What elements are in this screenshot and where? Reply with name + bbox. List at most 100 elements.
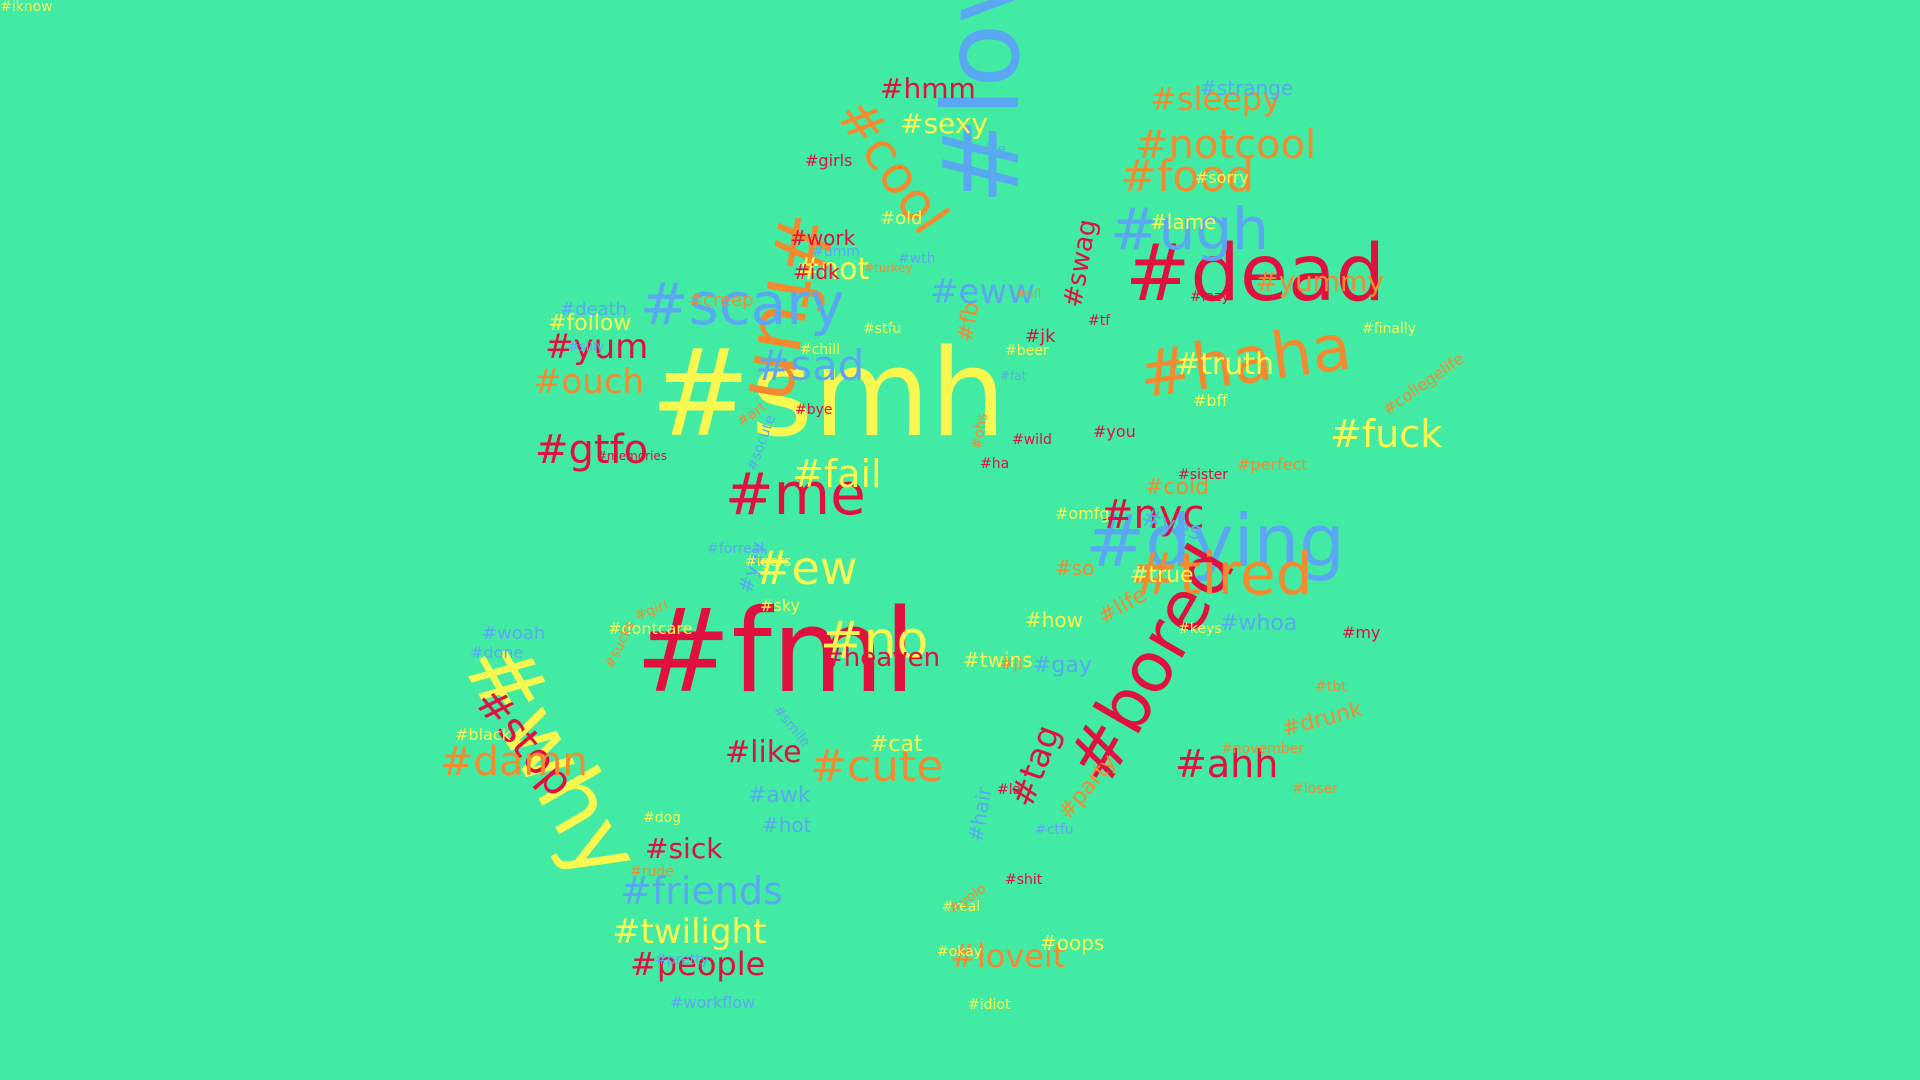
hashtag-drunk: #drunk — [1279, 696, 1366, 743]
hashtag-la: #la — [997, 782, 1022, 798]
hashtag-ji: #ji — [1000, 654, 1023, 673]
hashtag-friends: #friends — [620, 869, 783, 913]
hashtag-heaven: #heaven — [822, 643, 941, 673]
hashtag-umm: #umm — [812, 244, 860, 260]
hashtag-food: #food — [1120, 151, 1255, 202]
hashtag-girls: #girls — [805, 151, 853, 170]
hashtag-like: #like — [725, 735, 802, 770]
hashtag-follow: #follow — [548, 311, 632, 336]
hashtag-awk: #awk — [748, 783, 811, 808]
hashtag-me: #me — [725, 460, 866, 528]
hashtag-omfg: #omfg — [1055, 504, 1110, 523]
hashtag-gtfo: #gtfo — [535, 427, 649, 473]
hashtag-sick: #sick — [645, 832, 723, 865]
hashtag-smh: #smh — [650, 325, 1007, 464]
hashtag-truth: #truth — [1175, 347, 1275, 382]
hashtag-fail: #fail — [792, 452, 882, 496]
hashtag-pretty: #pretty — [655, 952, 709, 968]
hashtag-swag: #swag — [1058, 216, 1104, 310]
hashtag-rude: #rude — [630, 864, 674, 880]
hashtag-damn: #damn — [440, 739, 588, 785]
hashtag-hmm: #hmm — [880, 72, 976, 105]
hashtag-tag: #tag — [1002, 719, 1069, 813]
hashtag-collegelife: #collegelife — [1378, 348, 1468, 419]
hashtag-ahh: #ahh — [1175, 742, 1279, 786]
hashtag-finally: #finally — [1362, 321, 1417, 337]
hashtag-not: #not — [795, 252, 870, 287]
hashtag-twins: #twins — [963, 648, 1033, 672]
hashtag-wth: #wth — [898, 251, 936, 267]
hashtag-woah: #woah — [482, 623, 546, 644]
hashtag-bff: #bff — [1193, 391, 1228, 410]
hashtag-no: #no — [820, 611, 929, 671]
hashtag-real: #real — [942, 899, 981, 915]
hashtag-true: #true — [1130, 563, 1194, 588]
hashtag-idk: #idk — [793, 260, 840, 284]
hashtag-eww: #eww — [930, 272, 1036, 312]
hashtag-dontcare: #dontcare — [608, 619, 693, 638]
hashtag-twilight: #twilight — [612, 912, 767, 952]
hashtag-turkey: #turkey — [864, 261, 913, 275]
hashtag-fml: #fml — [635, 585, 916, 719]
hashtag-nyc: #nyc — [1100, 492, 1205, 538]
hashtag-yum: #yum — [545, 327, 649, 367]
hashtag-done: #done — [470, 643, 524, 662]
hashtag-sexy: #sexy — [900, 107, 988, 140]
hashtag-old: #old — [880, 208, 923, 229]
hashtag-nice: #nice — [965, 142, 1006, 158]
hashtag-so: #so — [1055, 556, 1095, 580]
hashtag-tired: #tired — [1130, 540, 1313, 608]
hashtag-gay: #gay — [1033, 653, 1092, 678]
hashtag-black: #black — [455, 725, 511, 744]
hashtag-fat: #fat — [1000, 369, 1027, 383]
hashtag-you: #you — [1093, 422, 1136, 441]
hashtag-ctfu: #ctfu — [1035, 822, 1074, 838]
hashtag-idiot: #idiot — [968, 997, 1011, 1013]
hashtag-ugh: #ugh — [1110, 195, 1269, 263]
hashtag-forreal: #forreal — [707, 541, 765, 557]
hashtag-bye: #bye — [795, 402, 833, 418]
hashtag-death: #death — [560, 299, 628, 320]
hashtag-chill: #chill — [800, 342, 840, 358]
hashtag-dead: #dead — [1125, 229, 1386, 319]
hashtag-dying: #dying — [1085, 499, 1345, 583]
hashtag-tf: #tf — [1088, 313, 1111, 329]
hashtag-memories: #memories — [597, 449, 668, 463]
hashtag-nfl: #nfl — [1016, 287, 1042, 301]
hashtag-silly: #silly — [568, 340, 605, 355]
hashtag-jk: #jk — [1025, 326, 1056, 347]
hashtag-whoa: #whoa — [1220, 611, 1298, 636]
hashtag-dog: #dog — [643, 810, 682, 826]
hashtag-notcool: #notcool — [1135, 122, 1317, 168]
hashtag-shit: #shit — [1005, 872, 1043, 888]
hashtag-ouch: #ouch — [533, 362, 645, 402]
hashtag-lazy: #lazy — [1190, 289, 1230, 305]
hashtag-yummy: #yummy — [1255, 265, 1384, 298]
hashtag-iknow: #iknow — [0, 0, 53, 15]
hashtag-tbt: #tbt — [1315, 679, 1347, 695]
hashtag-loser: #loser — [1292, 781, 1338, 797]
hashtag-cold: #cold — [1145, 475, 1210, 500]
hashtag-beer: #beer — [1005, 343, 1049, 359]
hashtag-lame: #lame — [1150, 210, 1217, 234]
hashtag-sleepy: #sleepy — [1150, 80, 1281, 118]
hashtag-igers: #igers — [745, 554, 792, 570]
hashtag-cat: #cat — [870, 732, 923, 757]
hashtag-okay: #okay — [937, 944, 983, 960]
hashtag-ew: #ew — [753, 541, 858, 595]
hashtag-my: #my — [1342, 623, 1381, 642]
hashtag-how: #how — [1025, 608, 1084, 632]
hashtag-hot: #hot — [762, 813, 812, 837]
hashtag-workflow: #workflow — [670, 993, 756, 1012]
hashtag-sorry: #sorry — [1195, 168, 1249, 187]
hashtag-scary: #scary — [640, 270, 845, 338]
hashtag-hair: #hair — [963, 785, 997, 844]
hashtag-work: #work — [790, 226, 856, 250]
hashtag-ha: #ha — [980, 456, 1010, 472]
hashtag-creep: #creep — [688, 290, 754, 311]
hashtag-keys: #keys — [1178, 621, 1222, 637]
hashtag-fuck: #fuck — [1330, 412, 1443, 456]
hashtag-oops: #oops — [1040, 931, 1105, 955]
hashtag-stfu: #stfu — [863, 321, 902, 337]
